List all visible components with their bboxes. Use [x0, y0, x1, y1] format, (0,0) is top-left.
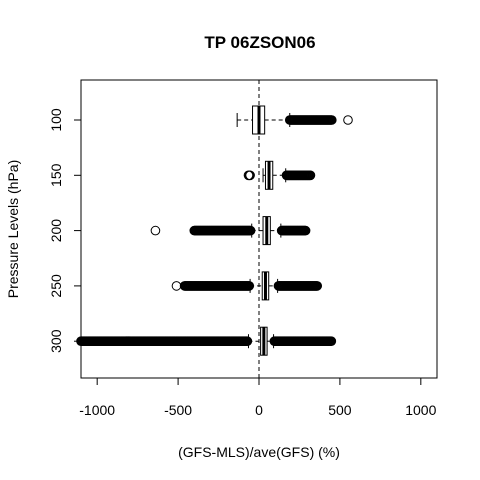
x-tick-label: 500: [328, 402, 352, 418]
box-group-300: [76, 326, 337, 356]
plot-area: [76, 80, 353, 378]
outlier-low: [171, 281, 182, 291]
x-tick-label: -1000: [79, 402, 115, 418]
outlier-low: [242, 336, 253, 347]
outlier-low: [243, 170, 254, 181]
x-axis-label: (GFS-MLS)/ave(GFS) (%): [178, 444, 340, 460]
x-tick-label: 1000: [405, 402, 436, 418]
y-tick-label: 100: [48, 108, 64, 132]
y-tick-label: 150: [48, 163, 64, 187]
box-group-100: [236, 105, 353, 135]
chart-title: TP 06ZSON06: [204, 33, 315, 52]
outlier-high: [326, 336, 337, 347]
outlier-high: [327, 115, 337, 125]
x-tick-label: 0: [255, 402, 263, 418]
outlier-low: [150, 225, 161, 236]
y-tick-label: 250: [48, 274, 64, 298]
y-tick-label: 200: [48, 219, 64, 243]
outlier-low: [244, 281, 255, 291]
outlier-high: [343, 115, 353, 125]
outlier-low: [245, 225, 256, 236]
x-axis: -1000 -500 0 500 1000: [79, 377, 437, 418]
outlier-high: [305, 170, 316, 181]
y-axis-label: Pressure Levels (hPa): [5, 160, 21, 299]
outlier-high: [300, 225, 311, 236]
outlier-high: [312, 281, 323, 291]
y-axis: 100 150 200 250 300: [48, 108, 82, 353]
x-tick-label: -500: [164, 402, 192, 418]
y-tick-label: 300: [48, 329, 64, 353]
box-group-250: [171, 271, 323, 301]
box-group-150: [243, 160, 316, 190]
box-group-200: [150, 216, 311, 246]
